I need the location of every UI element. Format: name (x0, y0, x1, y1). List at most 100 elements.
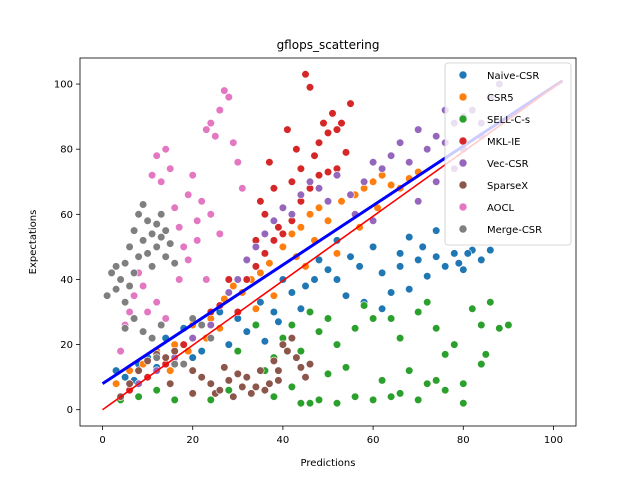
data-point (351, 392, 360, 401)
data-point (251, 242, 260, 251)
data-point (495, 324, 504, 333)
data-point (224, 340, 233, 349)
data-point (341, 291, 351, 300)
data-point (269, 216, 279, 225)
data-point (486, 246, 495, 255)
data-point (157, 233, 166, 242)
data-point (251, 320, 260, 330)
data-point (414, 307, 423, 317)
data-point (332, 340, 342, 349)
data-point (242, 255, 251, 265)
data-point (387, 180, 396, 190)
y-tick-label: 60 (60, 210, 73, 221)
data-point (157, 177, 166, 186)
data-point (206, 395, 215, 405)
data-point (387, 288, 396, 297)
data-point (130, 268, 139, 278)
data-point (441, 262, 450, 271)
data-point (396, 138, 405, 147)
legend-marker (458, 70, 468, 80)
data-point (130, 226, 139, 235)
data-point (134, 210, 143, 219)
data-point (369, 314, 378, 323)
data-point (188, 353, 197, 362)
data-point (328, 109, 337, 118)
data-point (206, 334, 215, 343)
data-point (170, 259, 179, 268)
data-point (459, 399, 468, 408)
data-point (405, 285, 414, 294)
legend-marker (458, 114, 468, 124)
data-point (450, 249, 459, 258)
data-point (242, 275, 251, 284)
data-point (432, 324, 441, 333)
data-point (305, 83, 315, 92)
data-point (161, 226, 170, 235)
data-point (486, 298, 495, 307)
data-point (120, 324, 130, 333)
data-point (188, 366, 197, 375)
data-point (351, 324, 360, 333)
data-point (274, 317, 283, 326)
data-point (414, 125, 423, 134)
data-point (215, 386, 224, 395)
data-point (310, 275, 319, 284)
data-point (418, 242, 427, 251)
data-point (175, 275, 184, 284)
data-point (130, 291, 139, 300)
data-point (323, 369, 333, 379)
data-point (265, 379, 274, 388)
data-point (337, 118, 346, 128)
data-point (296, 190, 306, 199)
data-point (157, 320, 166, 330)
data-point (332, 236, 342, 245)
y-axis-ticks: 0 20 40 60 80 100 (54, 80, 80, 416)
data-point (224, 288, 233, 297)
data-point (148, 262, 157, 271)
legend-marker (458, 136, 468, 146)
y-axis-label: Expectations (28, 210, 39, 275)
data-point (166, 379, 175, 388)
data-point (238, 382, 247, 392)
legend-label: Vec-CSR (487, 159, 529, 170)
legend-marker (458, 224, 468, 234)
data-point (170, 395, 179, 405)
data-point (314, 171, 324, 180)
data-point (314, 138, 324, 147)
data-point (265, 158, 274, 167)
data-point (148, 229, 157, 238)
data-point (463, 249, 472, 258)
data-point (166, 366, 175, 375)
data-point (332, 275, 342, 284)
data-point (305, 307, 315, 317)
data-point (332, 171, 342, 180)
data-point (278, 203, 288, 212)
data-point (134, 252, 143, 261)
data-point (314, 184, 324, 193)
y-tick-label: 100 (54, 80, 73, 91)
data-point (125, 307, 134, 317)
data-point (287, 334, 297, 343)
data-point (287, 382, 297, 392)
data-point (120, 373, 130, 382)
data-point (360, 177, 369, 186)
legend-marker (458, 202, 468, 212)
data-point (202, 125, 211, 134)
data-point (305, 210, 315, 219)
data-point (423, 298, 432, 307)
data-point (233, 369, 242, 379)
data-point (125, 379, 134, 388)
data-point (387, 314, 396, 323)
data-point (314, 203, 324, 212)
data-point (314, 395, 324, 405)
data-point (459, 379, 468, 388)
data-point (224, 275, 233, 284)
data-point (134, 392, 143, 401)
data-point (269, 356, 279, 366)
data-point (477, 255, 486, 265)
data-point (242, 327, 251, 336)
data-point (211, 132, 220, 141)
data-point (188, 314, 197, 323)
data-point (369, 177, 378, 186)
data-point (423, 145, 432, 154)
